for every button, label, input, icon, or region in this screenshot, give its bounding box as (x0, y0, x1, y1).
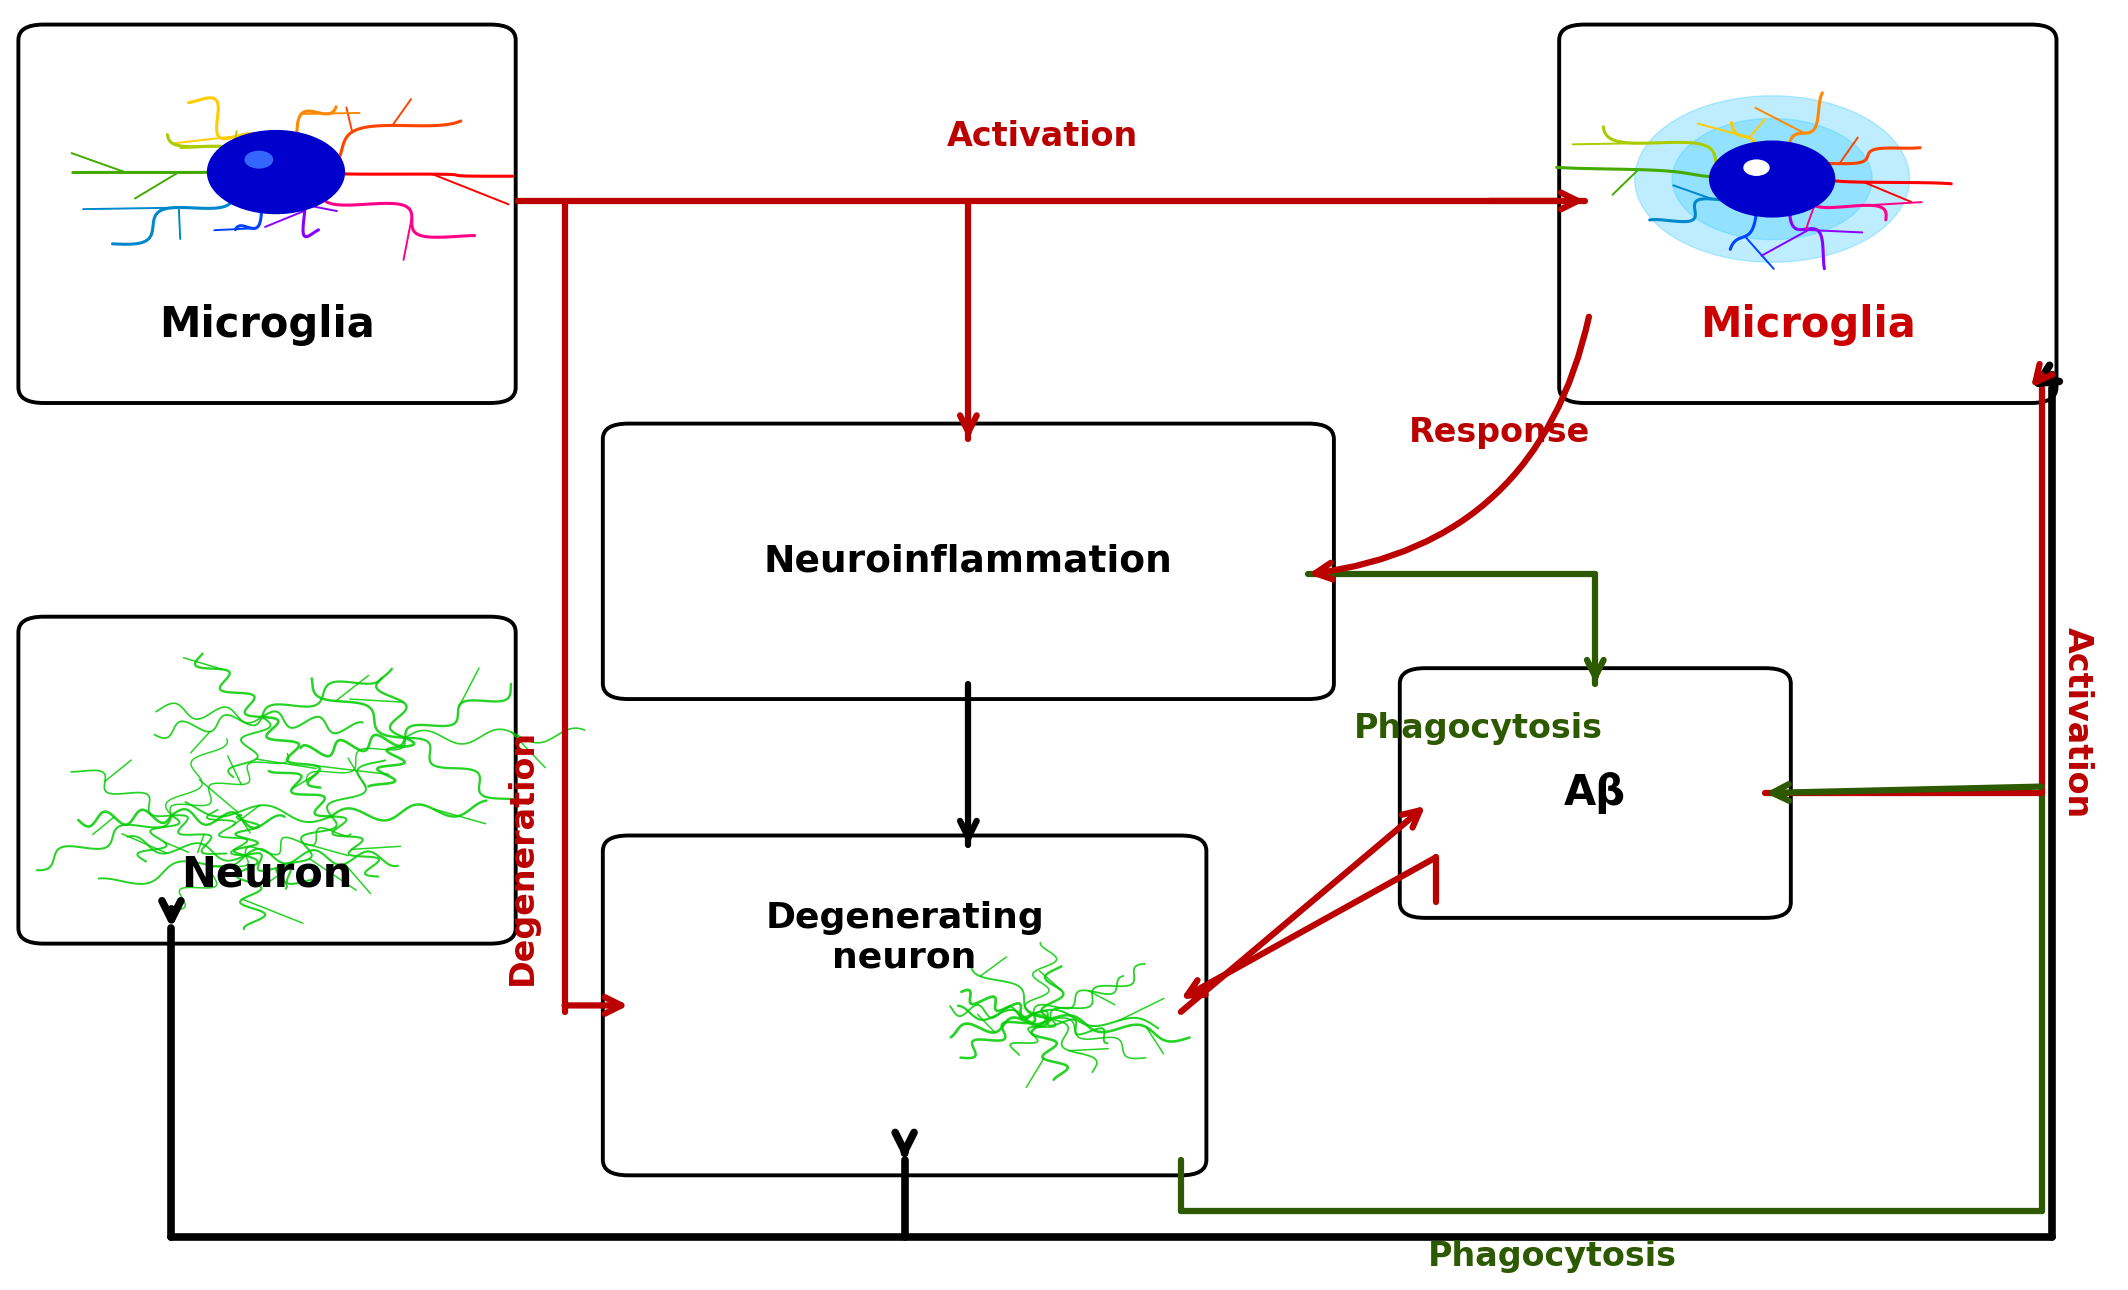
FancyBboxPatch shape (602, 423, 1334, 699)
Text: Microglia: Microglia (1700, 304, 1915, 346)
Text: Neuron: Neuron (181, 854, 353, 895)
Circle shape (209, 130, 345, 214)
Text: Activation: Activation (2062, 627, 2094, 818)
Text: Phagocytosis: Phagocytosis (1353, 712, 1602, 746)
FancyBboxPatch shape (1560, 25, 2056, 402)
Circle shape (245, 151, 272, 168)
Circle shape (1673, 119, 1873, 240)
FancyBboxPatch shape (602, 836, 1207, 1175)
Circle shape (1745, 160, 1768, 175)
Text: Degeneration: Degeneration (506, 729, 538, 986)
FancyBboxPatch shape (19, 25, 515, 402)
Text: Activation: Activation (947, 120, 1138, 154)
Circle shape (1634, 95, 1909, 262)
Text: Phagocytosis: Phagocytosis (1428, 1240, 1677, 1273)
Text: Aβ: Aβ (1564, 771, 1626, 814)
FancyBboxPatch shape (19, 617, 515, 944)
Text: Degenerating
neuron: Degenerating neuron (766, 900, 1045, 974)
Circle shape (1709, 141, 1834, 217)
Text: Microglia: Microglia (160, 304, 375, 346)
FancyBboxPatch shape (1400, 668, 1792, 918)
Text: Response: Response (1409, 417, 1590, 449)
Text: Neuroinflammation: Neuroinflammation (764, 543, 1173, 579)
